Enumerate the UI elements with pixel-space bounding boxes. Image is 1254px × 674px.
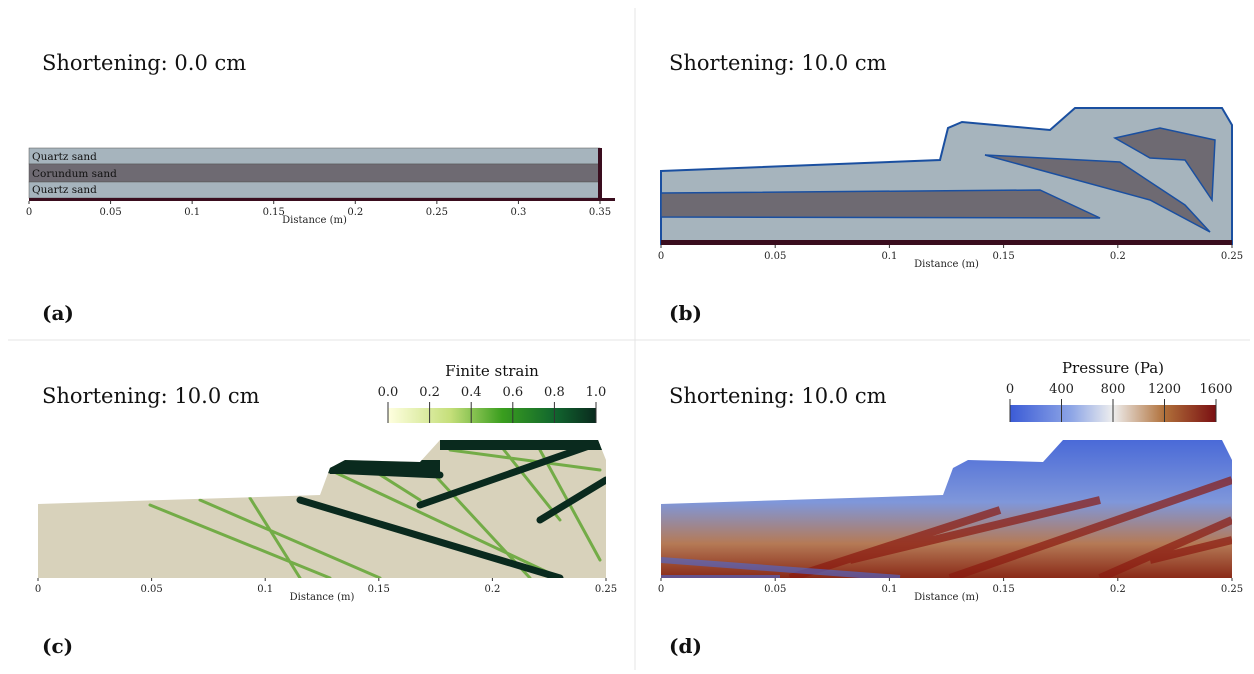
- x-axis-label: Distance (m): [914, 259, 979, 270]
- colorbar-title: Finite strain: [445, 362, 539, 380]
- x-tick-label: 0.2: [347, 207, 363, 218]
- colorbar-tick-label: 0: [1006, 382, 1014, 397]
- colorbar: [388, 408, 596, 423]
- x-tick-label: 0.1: [881, 251, 897, 262]
- colorbar-title: Pressure (Pa): [1062, 359, 1164, 377]
- x-tick-label: 0.25: [1221, 584, 1243, 595]
- colorbar-tick-label: 0.6: [502, 385, 523, 400]
- x-tick-label: 0.1: [184, 207, 200, 218]
- x-axis-label: Distance (m): [282, 215, 347, 226]
- panel-label: (a): [42, 301, 74, 325]
- panel-d-model: [661, 440, 1232, 578]
- colorbar-tick-label: 0.4: [461, 385, 482, 400]
- panel-title: Shortening: 10.0 cm: [669, 51, 887, 75]
- panel-title: Shortening: 10.0 cm: [42, 384, 260, 408]
- x-tick-label: 0.25: [1221, 251, 1243, 262]
- x-tick-label: 0.15: [992, 584, 1014, 595]
- x-tick-label: 0.05: [764, 584, 786, 595]
- colorbar-tick-label: 1.0: [586, 385, 607, 400]
- colorbar-tick-label: 800: [1101, 382, 1126, 397]
- colorbar-tick-label: 0.8: [544, 385, 565, 400]
- x-tick-label: 0.05: [764, 251, 786, 262]
- colorbar-tick-label: 400: [1049, 382, 1074, 397]
- x-tick-label: 0.3: [510, 207, 526, 218]
- x-tick-label: 0.2: [1110, 251, 1126, 262]
- x-tick-label: 0.2: [484, 584, 500, 595]
- colorbar-tick-label: 0.2: [419, 385, 440, 400]
- x-axis-label: Distance (m): [914, 592, 979, 603]
- colorbar-tick-label: 1200: [1148, 382, 1181, 397]
- layer-label: Corundum sand: [32, 168, 117, 180]
- x-tick-label: 0.05: [99, 207, 121, 218]
- panel-label: (b): [669, 301, 702, 325]
- panel-b-model: [660, 107, 1233, 245]
- x-tick-label: 0.15: [263, 207, 285, 218]
- x-tick-label: 0: [658, 584, 664, 595]
- colorbar-tick-label: 0.0: [378, 385, 399, 400]
- panel-title: Shortening: 10.0 cm: [669, 384, 887, 408]
- panel-c-model: [38, 440, 606, 578]
- x-tick-label: 0.1: [257, 584, 273, 595]
- x-tick-label: 0: [26, 207, 32, 218]
- panel-label: (d): [669, 634, 702, 658]
- panel-label: (c): [42, 634, 73, 658]
- x-tick-label: 0: [658, 251, 664, 262]
- x-tick-label: 0: [35, 584, 41, 595]
- panel-a-model: [28, 147, 615, 201]
- x-axis-label: Distance (m): [290, 592, 355, 603]
- panel-title: Shortening: 0.0 cm: [42, 51, 246, 75]
- x-tick-label: 0.15: [368, 584, 390, 595]
- layer-label: Quartz sand: [32, 184, 97, 196]
- x-tick-label: 0.25: [595, 584, 617, 595]
- x-tick-label: 0.15: [992, 251, 1014, 262]
- x-tick-label: 0.1: [881, 584, 897, 595]
- x-tick-label: 0.05: [140, 584, 162, 595]
- colorbar-tick-label: 1600: [1199, 382, 1232, 397]
- x-tick-label: 0.25: [426, 207, 448, 218]
- x-tick-label: 0.35: [589, 207, 611, 218]
- x-tick-label: 0.2: [1110, 584, 1126, 595]
- layer-label: Quartz sand: [32, 151, 97, 163]
